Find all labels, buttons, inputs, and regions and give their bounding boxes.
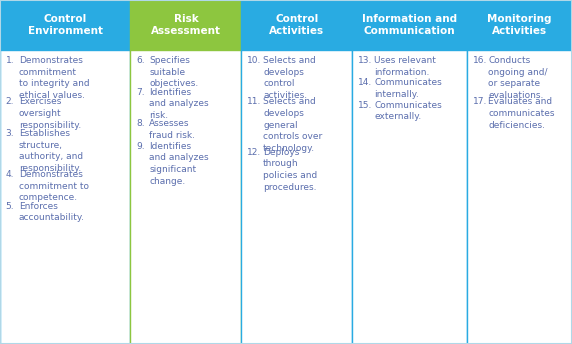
Text: Monitoring
Activities: Monitoring Activities (487, 14, 551, 36)
Text: 1.: 1. (6, 56, 14, 65)
Bar (241, 0, 352, 50)
Text: 16.: 16. (472, 56, 487, 65)
Text: Communicates
internally.: Communicates internally. (374, 78, 442, 99)
Text: 13.: 13. (358, 56, 372, 65)
Bar (352, 50, 467, 344)
Text: 12.: 12. (247, 148, 261, 157)
Text: Information and
Communication: Information and Communication (362, 14, 457, 36)
Bar (467, 50, 572, 344)
Bar (130, 50, 241, 344)
Text: 11.: 11. (247, 97, 261, 106)
Text: 4.: 4. (6, 170, 14, 179)
Text: 3.: 3. (6, 129, 14, 138)
Text: Risk
Assessment: Risk Assessment (151, 14, 221, 36)
Text: Selects and
develops
control
activities.: Selects and develops control activities. (263, 56, 316, 100)
Text: 15.: 15. (358, 101, 372, 110)
Bar (467, 0, 572, 50)
Text: Conducts
ongoing and/
or separate
evaluations.: Conducts ongoing and/ or separate evalua… (488, 56, 548, 100)
Text: Identifies
and analyzes
risk.: Identifies and analyzes risk. (149, 88, 209, 120)
Text: Assesses
fraud risk.: Assesses fraud risk. (149, 119, 195, 140)
Text: 7.: 7. (136, 88, 145, 97)
Bar (352, 0, 467, 50)
Text: Selects and
develops
general
controls over
technology.: Selects and develops general controls ov… (263, 97, 323, 153)
Text: Demonstrates
commitment to
competence.: Demonstrates commitment to competence. (19, 170, 89, 202)
Text: 8.: 8. (136, 119, 145, 128)
Text: Control
Environment: Control Environment (27, 14, 103, 36)
Text: 6.: 6. (136, 56, 145, 65)
Text: 17.: 17. (472, 97, 487, 106)
Bar (130, 0, 241, 50)
Text: Exercises
oversight
responsibility.: Exercises oversight responsibility. (19, 97, 81, 129)
Text: Establishes
structure,
authority, and
responsibility.: Establishes structure, authority, and re… (19, 129, 83, 173)
Text: Evaluates and
communicates
deficiencies.: Evaluates and communicates deficiencies. (488, 97, 555, 129)
Text: 2.: 2. (6, 97, 14, 106)
Text: Specifies
suitable
objectives.: Specifies suitable objectives. (149, 56, 198, 88)
Text: Identifies
and analyzes
significant
change.: Identifies and analyzes significant chan… (149, 142, 209, 186)
Bar (241, 50, 352, 344)
Text: Communicates
externally.: Communicates externally. (374, 101, 442, 121)
Text: Demonstrates
commitment
to integrity and
ethical values.: Demonstrates commitment to integrity and… (19, 56, 89, 100)
Text: 9.: 9. (136, 142, 145, 151)
Text: 14.: 14. (358, 78, 372, 87)
Text: Enforces
accountability.: Enforces accountability. (19, 202, 85, 222)
Text: 5.: 5. (6, 202, 14, 211)
Text: 10.: 10. (247, 56, 261, 65)
Bar (0, 0, 130, 50)
Bar (0, 50, 130, 344)
Text: Control
Activities: Control Activities (269, 14, 324, 36)
Text: Deploys
through
policies and
procedures.: Deploys through policies and procedures. (263, 148, 317, 192)
Text: Uses relevant
information.: Uses relevant information. (374, 56, 436, 77)
